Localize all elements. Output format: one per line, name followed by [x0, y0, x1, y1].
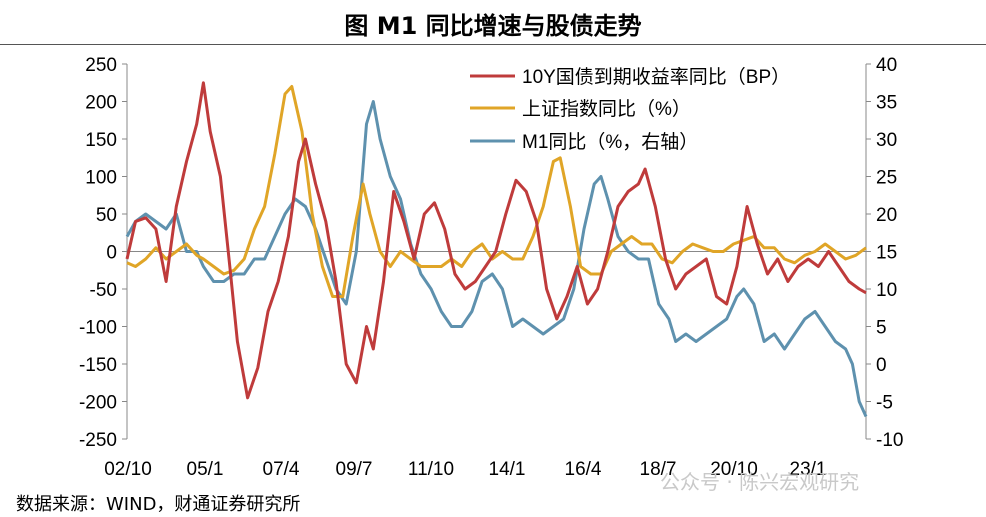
axes: 250200150100500-50-100-150-200-250403530… — [79, 55, 904, 480]
left-tick-label: 200 — [85, 93, 117, 114]
yield-series-line — [125, 81, 867, 400]
left-tick-label: -100 — [79, 318, 117, 339]
left-tick-label: 150 — [85, 130, 117, 151]
right-tick-label: 40 — [876, 55, 897, 76]
x-tick-label: 18/7 — [640, 459, 677, 480]
left-tick-label: 250 — [85, 55, 117, 76]
left-tick-label: 0 — [106, 243, 117, 264]
legend-yield-label: 10Y国债到期收益率同比（BP） — [522, 66, 790, 88]
right-tick-label: 0 — [876, 355, 887, 376]
left-tick-label: 50 — [96, 205, 117, 226]
legend-sse-label: 上证指数同比（%） — [522, 98, 691, 120]
series-lines — [125, 81, 868, 418]
legend-m1-label: M1同比（%，右轴） — [522, 131, 698, 153]
right-tick-label: 25 — [876, 168, 897, 189]
x-tick-label: 16/4 — [565, 459, 602, 480]
m1-series-line — [125, 100, 868, 418]
left-tick-label: -250 — [79, 430, 117, 451]
left-tick-label: 100 — [85, 168, 117, 189]
legend: 10Y国债到期收益率同比（BP） 上证指数同比（%） M1同比（%，右轴） — [470, 66, 790, 153]
left-tick-label: -200 — [79, 393, 117, 414]
right-tick-label: 30 — [876, 130, 897, 151]
x-tick-label: 11/10 — [408, 459, 454, 480]
watermark-text: 公众号 · 陈兴宏观研究 — [660, 470, 860, 494]
left-tick-label: -150 — [79, 355, 117, 376]
right-tick-label: -10 — [876, 430, 903, 451]
sse-series-line — [126, 85, 867, 298]
title-band — [0, 0, 986, 45]
right-tick-label: 10 — [876, 280, 897, 301]
x-tick-label: 07/4 — [263, 459, 300, 480]
x-tick-label: 09/7 — [336, 459, 373, 480]
left-tick-label: -50 — [90, 280, 117, 301]
x-tick-label: 20/10 — [710, 459, 758, 480]
right-tick-label: -5 — [876, 393, 893, 414]
x-tick-label: 02/10 — [104, 459, 152, 480]
right-tick-label: 35 — [876, 93, 897, 114]
x-tick-label: 23/1 — [790, 459, 827, 480]
x-tick-label: 05/1 — [187, 459, 224, 480]
source-note: 数据来源：WIND，财通证券研究所 — [16, 494, 301, 515]
chart-title: 图 M1 同比增速与股债走势 — [344, 12, 642, 40]
right-tick-label: 20 — [876, 205, 897, 226]
x-tick-label: 14/1 — [489, 459, 526, 480]
right-tick-label: 5 — [876, 318, 887, 339]
right-tick-label: 15 — [876, 243, 897, 264]
